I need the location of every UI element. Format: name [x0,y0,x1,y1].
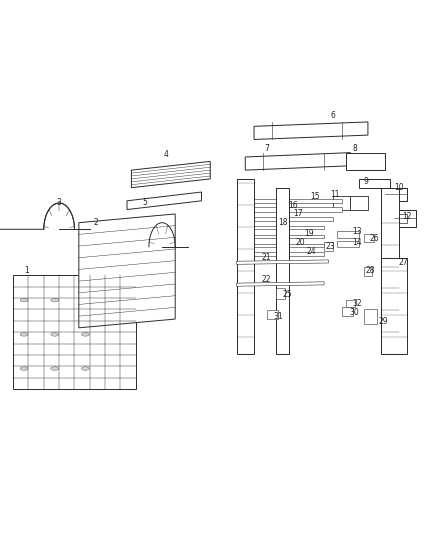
Text: 9: 9 [363,176,368,185]
Text: 15: 15 [311,192,320,201]
Text: 13: 13 [352,227,362,236]
Polygon shape [390,214,407,223]
Text: 7: 7 [265,144,270,153]
Text: 32: 32 [352,299,362,308]
Text: 12: 12 [403,212,412,221]
Polygon shape [346,300,355,307]
Text: 27: 27 [398,257,408,266]
Polygon shape [276,288,285,300]
Ellipse shape [51,333,59,336]
Polygon shape [13,275,136,389]
Polygon shape [267,310,278,319]
Polygon shape [241,217,333,221]
Text: 25: 25 [282,290,292,300]
Text: 20: 20 [295,238,305,247]
Ellipse shape [81,367,89,370]
Polygon shape [237,282,324,286]
Polygon shape [346,152,385,170]
Polygon shape [385,188,407,201]
Text: 18: 18 [278,218,287,227]
Ellipse shape [20,367,28,370]
Polygon shape [131,161,210,188]
Text: 5: 5 [142,198,147,207]
Polygon shape [364,233,374,243]
Polygon shape [245,152,350,170]
Text: 22: 22 [261,275,271,284]
Text: 21: 21 [261,253,271,262]
Polygon shape [237,260,328,264]
Polygon shape [241,207,342,212]
Polygon shape [127,192,201,209]
Polygon shape [79,214,175,328]
Polygon shape [250,235,324,238]
Polygon shape [250,253,324,255]
Polygon shape [333,197,350,209]
Polygon shape [337,241,359,247]
Polygon shape [364,268,372,276]
Text: 4: 4 [164,150,169,159]
Polygon shape [241,226,324,229]
Text: 24: 24 [306,247,316,256]
Polygon shape [254,122,368,140]
Ellipse shape [81,333,89,336]
Text: 16: 16 [289,201,298,209]
Text: 11: 11 [330,190,340,199]
Text: 10: 10 [394,183,403,192]
Text: 23: 23 [326,243,336,251]
Polygon shape [276,188,289,354]
Text: 8: 8 [353,144,357,153]
Polygon shape [237,179,254,354]
Polygon shape [250,244,324,247]
Polygon shape [381,188,399,354]
Polygon shape [324,243,333,251]
Polygon shape [337,231,359,238]
Text: 19: 19 [304,229,314,238]
Ellipse shape [81,298,89,302]
Polygon shape [364,309,377,324]
Text: 31: 31 [273,312,283,321]
Polygon shape [394,209,416,227]
Text: 26: 26 [370,233,379,243]
Text: 6: 6 [330,111,336,120]
Ellipse shape [51,298,59,302]
Polygon shape [342,307,353,316]
Text: 30: 30 [350,308,360,317]
Polygon shape [381,258,407,354]
Ellipse shape [51,367,59,370]
Text: 3: 3 [57,198,62,207]
Text: 17: 17 [293,209,303,219]
Ellipse shape [20,333,28,336]
Ellipse shape [20,298,28,302]
Text: 28: 28 [365,266,375,276]
Polygon shape [359,179,390,188]
Text: 1: 1 [24,266,28,276]
Polygon shape [350,197,368,209]
Polygon shape [241,199,342,203]
Text: 14: 14 [352,238,362,247]
Text: 29: 29 [378,317,388,326]
Text: 2: 2 [94,218,99,227]
